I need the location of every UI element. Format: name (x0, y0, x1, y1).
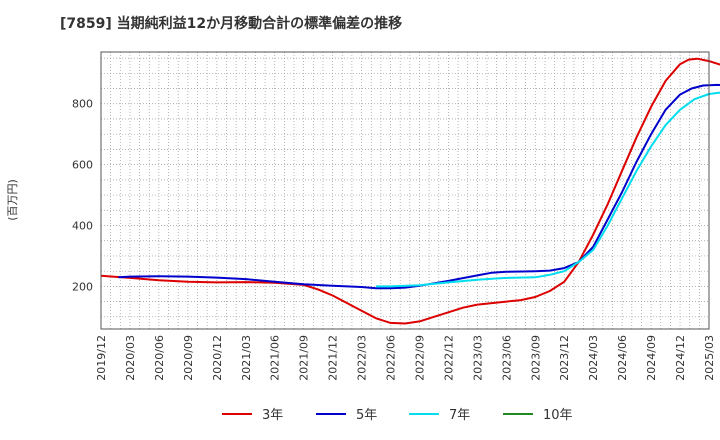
x-tick-label: 2021/06 (269, 335, 282, 381)
x-tick-label: 2023/06 (500, 335, 513, 381)
x-tick-label: 2019/12 (95, 335, 108, 381)
x-tick-label: 2024/12 (674, 335, 687, 381)
series-line-7年 (376, 91, 720, 288)
x-tick-label: 2022/12 (442, 335, 455, 381)
x-tick-label: 2022/06 (385, 335, 398, 381)
x-tick-label: 2020/06 (153, 335, 166, 381)
x-tick-label: 2021/12 (327, 335, 340, 381)
legend-label: 3年 (262, 408, 283, 423)
y-tick-label: 600 (72, 159, 93, 172)
x-tick-labels: 2019/12 2020/03 2020/06 2020/09 2020/12 2021/… (95, 335, 716, 381)
x-tick-label: 2020/12 (211, 335, 224, 381)
legend-label: 5年 (356, 408, 377, 423)
x-tick-label: 2020/09 (182, 335, 195, 381)
x-tick-label: 2022/09 (413, 335, 426, 381)
x-tick-label: 2022/03 (356, 335, 369, 381)
x-tick-label: 2021/03 (240, 335, 253, 381)
series-line-5年 (118, 83, 720, 290)
legend-label: 7年 (449, 408, 470, 423)
legend-label: 10年 (543, 408, 573, 423)
x-tick-label: 2023/12 (558, 335, 571, 381)
y-axis-label: (百万円) (6, 179, 19, 221)
y-tick-label: 400 (72, 220, 93, 233)
x-tick-label: 2025/03 (703, 335, 716, 381)
y-tick-label: 800 (72, 98, 93, 111)
legend: 3年 5年 7年 10年 (222, 408, 573, 423)
series-lines (100, 57, 720, 325)
x-tick-label: 2020/03 (124, 335, 137, 381)
chart-title: [7859] 当期純利益12か月移動合計の標準偏差の推移 (60, 15, 402, 32)
x-tick-label: 2024/09 (645, 335, 658, 381)
x-tick-label: 2023/03 (471, 335, 484, 381)
x-tick-label: 2023/09 (529, 335, 542, 381)
x-tick-label: 2024/03 (587, 335, 600, 381)
plot-frame (100, 51, 710, 330)
y-tick-label: 200 (72, 280, 93, 293)
x-tick-label: 2024/06 (616, 335, 629, 381)
x-tick-label: 2021/09 (298, 335, 311, 381)
y-tick-labels: 200 400 600 800 (72, 98, 93, 294)
